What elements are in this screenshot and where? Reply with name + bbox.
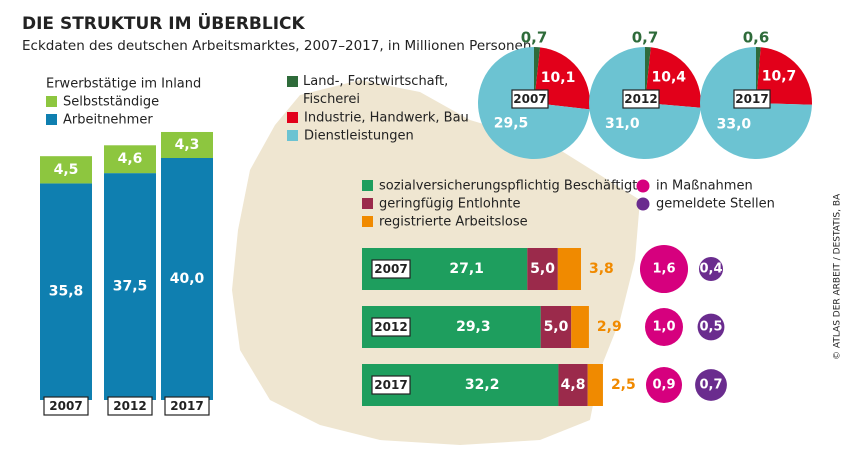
year-label: 2007 (49, 399, 82, 413)
bar-segment (557, 248, 581, 290)
year-label: 2012 (624, 92, 657, 106)
legend-swatch (362, 198, 373, 209)
title: DIE STRUKTUR IM ÜBERBLICK (22, 12, 306, 34)
legend-swatch (636, 197, 650, 211)
legend-title: Erwerbstätige im Inland (46, 77, 201, 92)
year-label: 2007 (374, 262, 407, 276)
year-label: 2017 (170, 399, 203, 413)
value-label: 4,8 (561, 377, 586, 393)
year-box (371, 317, 411, 337)
value-label: 10,4 (651, 69, 686, 85)
value-label: 29,5 (494, 116, 529, 132)
value-label: 0,5 (699, 320, 722, 335)
bubble (697, 313, 725, 341)
value-label: 37,5 (113, 279, 148, 295)
value-label: 31,0 (605, 116, 640, 132)
value-label: 0,9 (652, 378, 675, 393)
value-label: 0,4 (699, 262, 722, 277)
legend-label: in Maßnahmen (656, 179, 753, 194)
year-box (371, 375, 411, 395)
year-label: 2017 (374, 378, 407, 392)
legend-swatch (287, 112, 298, 123)
legend-swatch (46, 96, 57, 107)
value-label: 32,2 (465, 377, 500, 393)
year-box (622, 89, 660, 109)
value-label: 0,6 (743, 29, 770, 47)
subtitle: Eckdaten des deutschen Arbeitsmarktes, 2… (22, 38, 531, 54)
bubble (698, 256, 724, 282)
legend-label: geringfügig Entlohnte (379, 197, 520, 212)
value-label: 4,3 (175, 137, 200, 153)
value-label: 3,8 (589, 261, 614, 277)
value-label: 4,6 (118, 151, 143, 167)
bar-segment (587, 364, 603, 406)
pie-slice (645, 47, 651, 103)
value-label: 5,0 (544, 319, 569, 335)
legend-label: registrierte Arbeitslose (379, 215, 528, 230)
value-label: 29,3 (456, 319, 491, 335)
bubble (639, 244, 689, 294)
value-label: 5,0 (530, 261, 555, 277)
year-label: 2017 (735, 92, 768, 106)
value-label: 10,1 (541, 70, 576, 86)
bar-segment (40, 156, 92, 184)
legend-swatch (287, 130, 298, 141)
legend-label: Arbeitnehmer (63, 113, 153, 128)
year-box (371, 259, 411, 279)
bar-segment (161, 158, 213, 400)
year-label: 2012 (374, 320, 407, 334)
pie-slice (756, 47, 761, 103)
bubble (645, 366, 683, 404)
value-label: 2,9 (597, 319, 622, 335)
year-box (164, 396, 210, 416)
legend-label: Industrie, Handwerk, Bau (304, 111, 469, 126)
legend-label: Dienstleistungen (304, 129, 414, 144)
bar-segment (161, 131, 213, 158)
legend-swatch (46, 114, 57, 125)
value-label: 0,7 (632, 29, 659, 47)
bar-segment (558, 364, 588, 406)
bar-segment (527, 248, 558, 290)
legend-label: sozialversicherungspflichtig Beschäftigt… (379, 179, 645, 194)
value-label: 1,6 (652, 262, 675, 277)
year-box (733, 89, 771, 109)
year-label: 2012 (113, 399, 146, 413)
bar-segment (104, 145, 156, 174)
value-label: 4,5 (54, 162, 79, 178)
value-label: 40,0 (170, 271, 205, 287)
pie-slice (534, 47, 541, 103)
value-label: 0,7 (521, 29, 548, 47)
legend-label: gemeldete Stellen (656, 197, 775, 212)
legend-label-box: Land-, Forstwirtschaft, Fischerei (303, 74, 449, 107)
value-label: 1,0 (652, 320, 675, 335)
value-label: 35,8 (49, 284, 84, 300)
year-box (43, 396, 89, 416)
legend-label: Land-, Forstwirtschaft, Fischerei (303, 74, 449, 107)
bar-segment (104, 173, 156, 400)
legend-swatch (362, 216, 373, 227)
bar-segment (571, 306, 589, 348)
legend-swatch (636, 179, 650, 193)
value-label: 33,0 (717, 116, 752, 132)
value-label: 27,1 (449, 261, 484, 277)
legend-swatch (287, 76, 298, 87)
bubble (645, 308, 683, 346)
year-box (107, 396, 153, 416)
year-box (511, 89, 549, 109)
legend-swatch (362, 180, 373, 191)
source: © ATLAS DER ARBEIT / DESTATIS, BA (833, 193, 843, 360)
legend-label: Selbstständige (63, 95, 159, 110)
value-label: 0,7 (699, 378, 722, 393)
bar-segment (40, 183, 92, 400)
value-label: 10,7 (762, 69, 797, 85)
bubble (695, 369, 727, 401)
bar-segment (540, 306, 572, 348)
year-label: 2007 (513, 92, 546, 106)
value-label: 2,5 (611, 377, 636, 393)
